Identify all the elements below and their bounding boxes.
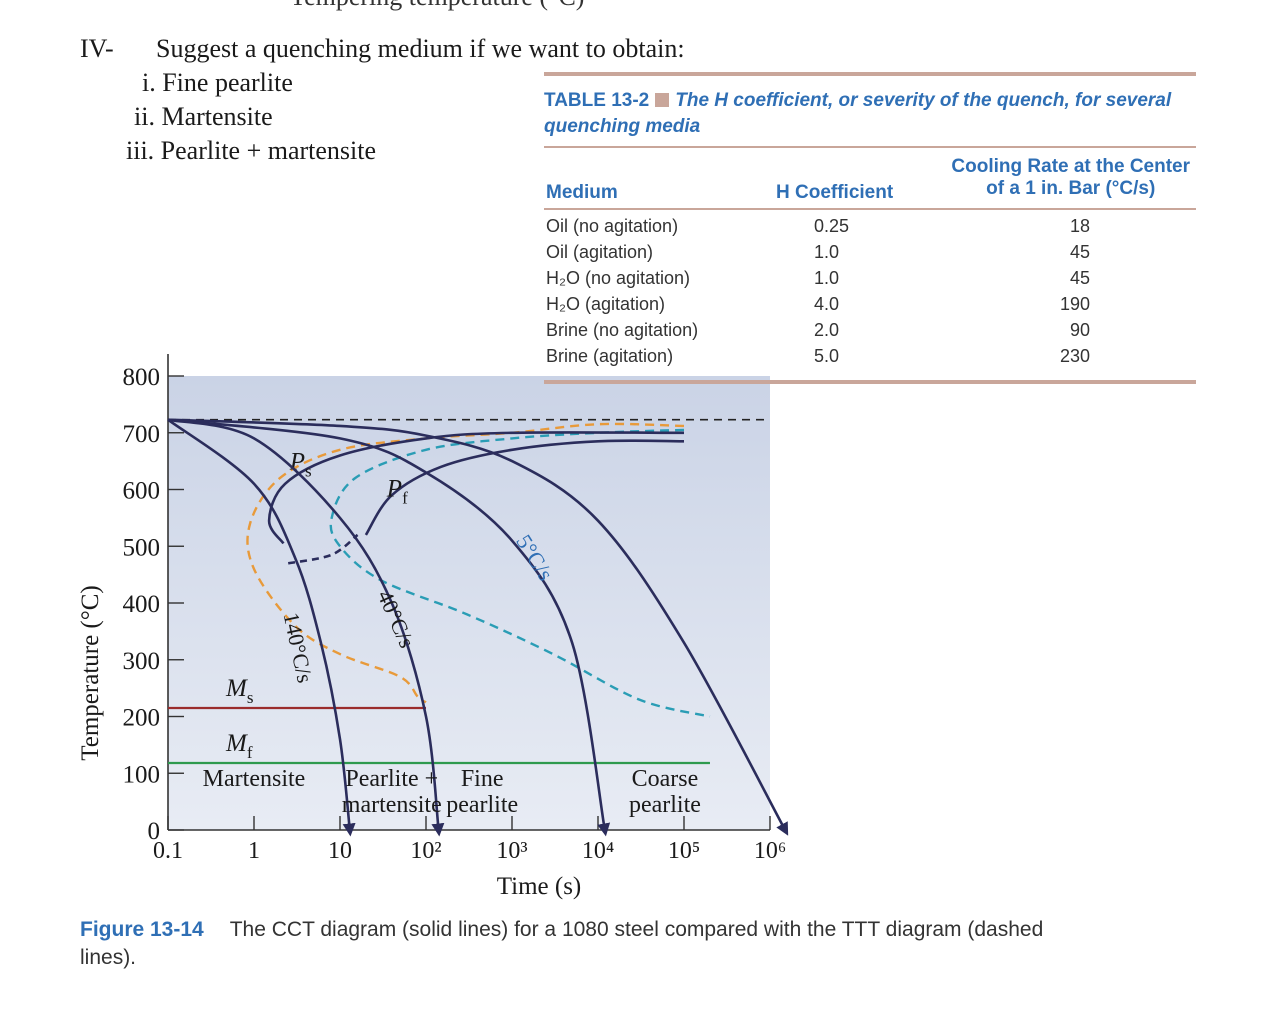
region-pearlite-martensite-line1: Pearlite + xyxy=(345,766,438,792)
table-label: TABLE 13-2 xyxy=(544,90,650,111)
cct-curve-pf xyxy=(364,439,685,536)
table-row: Brine (agitation) 5.0 230 xyxy=(544,346,1196,372)
ps-subscript: s xyxy=(305,462,312,481)
header-cooling-rate: Cooling Rate at the Center of a 1 in. Ba… xyxy=(951,156,1190,200)
cell-h: 4.0 xyxy=(814,294,840,314)
y-tick-label: 800 xyxy=(123,364,161,391)
table-bottom-rule xyxy=(544,380,1196,384)
plot-background xyxy=(168,376,770,830)
y-tick-label: 300 xyxy=(123,648,161,675)
figure-caption: Figure 13-14 The CCT diagram (solid lines… xyxy=(80,916,1080,972)
table-row: Brine (no agitation) 2.0 90 xyxy=(544,320,1196,346)
cell-h: 1.0 xyxy=(814,242,840,262)
cell-h: 1.0 xyxy=(814,268,840,288)
cell-h: 2.0 xyxy=(814,320,840,340)
x-tick-label: 10⁵ xyxy=(668,838,700,864)
cell-rate: 45 xyxy=(1069,242,1090,262)
y-tick-label: 200 xyxy=(123,705,161,732)
x-axis-label: Time (s) xyxy=(497,873,582,900)
ttt-curve-2 xyxy=(329,428,711,718)
table-row: Oil (no agitation) 0.25 18 xyxy=(544,216,1196,242)
cell-rate: 190 xyxy=(1059,294,1090,314)
header-cooling-line2: of a 1 in. Bar (°C/s) xyxy=(986,178,1156,199)
header-cooling-line1: Cooling Rate at the Center xyxy=(951,156,1190,177)
cooling-curve-1 xyxy=(167,418,356,837)
pf-subscript: f xyxy=(402,488,408,507)
question-item-1: i. Fine pearlite xyxy=(142,68,293,97)
figure-label: Figure 13-14 xyxy=(80,918,204,941)
question-number: IV- xyxy=(80,34,114,63)
x-tick-label: 1 xyxy=(248,838,260,864)
header-medium: Medium xyxy=(546,182,618,203)
table-top-rule xyxy=(544,72,1196,76)
cell-medium: H₂O (agitation) xyxy=(546,294,666,314)
quench-table: TABLE 13-2 The H coefficient, or severity… xyxy=(544,72,1196,384)
cell-h: 5.0 xyxy=(814,346,840,366)
cell-rate: 230 xyxy=(1059,346,1090,366)
cell-rate: 18 xyxy=(1069,216,1090,236)
cell-medium: H₂O (no agitation) xyxy=(546,268,691,288)
cooling-curve-3 xyxy=(167,418,611,837)
question-item-3: iii. Pearlite + martensite xyxy=(126,136,377,165)
cell-rate: 45 xyxy=(1069,268,1090,288)
question-text: Suggest a quenching medium if we want to… xyxy=(156,34,685,63)
table-header-rule xyxy=(544,208,1196,210)
table-caption-line1: The H coefficient, or severity of the qu… xyxy=(675,90,1172,111)
y-tick-label: 600 xyxy=(123,478,161,505)
table-body: Oil (no agitation) 0.25 18 Oil (agitatio… xyxy=(544,210,1196,380)
cell-h: 0.25 xyxy=(814,216,850,236)
y-axis-label: Temperature (°C) xyxy=(77,585,104,761)
figure-caption-text: The CCT diagram (solid lines) for a 1080… xyxy=(80,918,1044,969)
table-row: H₂O (no agitation) 1.0 45 xyxy=(544,268,1196,294)
region-coarse-pearlite-line2: pearlite xyxy=(629,792,701,818)
ttt-curve-1 xyxy=(246,422,685,704)
y-tick-label: 0 xyxy=(148,818,161,845)
table-square-icon xyxy=(655,93,670,107)
cell-medium: Brine (agitation) xyxy=(546,346,674,366)
y-tick-label: 100 xyxy=(123,761,161,788)
cell-rate: 90 xyxy=(1069,320,1090,340)
top-cut-text: Tempering temperature (°C) xyxy=(290,0,584,12)
table-caption: TABLE 13-2 The H coefficient, or severity… xyxy=(544,76,1196,146)
ms-subscript: s xyxy=(247,688,254,707)
cooling-curve-2 xyxy=(167,418,445,837)
mf-subscript: f xyxy=(247,743,253,762)
table-caption-rule xyxy=(544,146,1196,148)
region-fine-pearlite-line1: Fine xyxy=(461,766,504,792)
mf-label: Mf xyxy=(225,730,253,762)
y-tick-label: 400 xyxy=(123,591,161,618)
x-tick-label: 10⁶ xyxy=(754,838,786,864)
region-fine-pearlite-line2: pearlite xyxy=(446,792,518,818)
x-tick-label: 10³ xyxy=(496,838,527,864)
y-tick-label: 500 xyxy=(123,534,161,561)
table-row: H₂O (agitation) 4.0 190 xyxy=(544,294,1196,320)
question-item-2: ii. Martensite xyxy=(134,102,273,131)
cell-medium: Oil (agitation) xyxy=(546,242,654,262)
region-martensite: Martensite xyxy=(203,766,306,792)
table-header: Medium H Coefficient Cooling Rate at the… xyxy=(544,148,1196,208)
cell-medium: Brine (no agitation) xyxy=(546,320,699,340)
header-h-coefficient: H Coefficient xyxy=(776,182,894,203)
table-row: Oil (agitation) 1.0 45 xyxy=(544,242,1196,268)
cooling-curve-4 xyxy=(167,418,789,836)
table-caption-line2: quenching media xyxy=(544,116,701,137)
x-tick-label: 10 xyxy=(328,838,352,864)
region-pearlite-martensite-line2: martensite xyxy=(342,792,442,818)
region-coarse-pearlite-line1: Coarse xyxy=(632,766,699,792)
x-tick-label: 10² xyxy=(410,838,441,864)
cell-medium: Oil (no agitation) xyxy=(546,216,679,236)
x-tick-label: 0.1 xyxy=(153,838,183,864)
x-tick-label: 10⁴ xyxy=(582,838,614,864)
y-tick-label: 700 xyxy=(123,421,161,448)
